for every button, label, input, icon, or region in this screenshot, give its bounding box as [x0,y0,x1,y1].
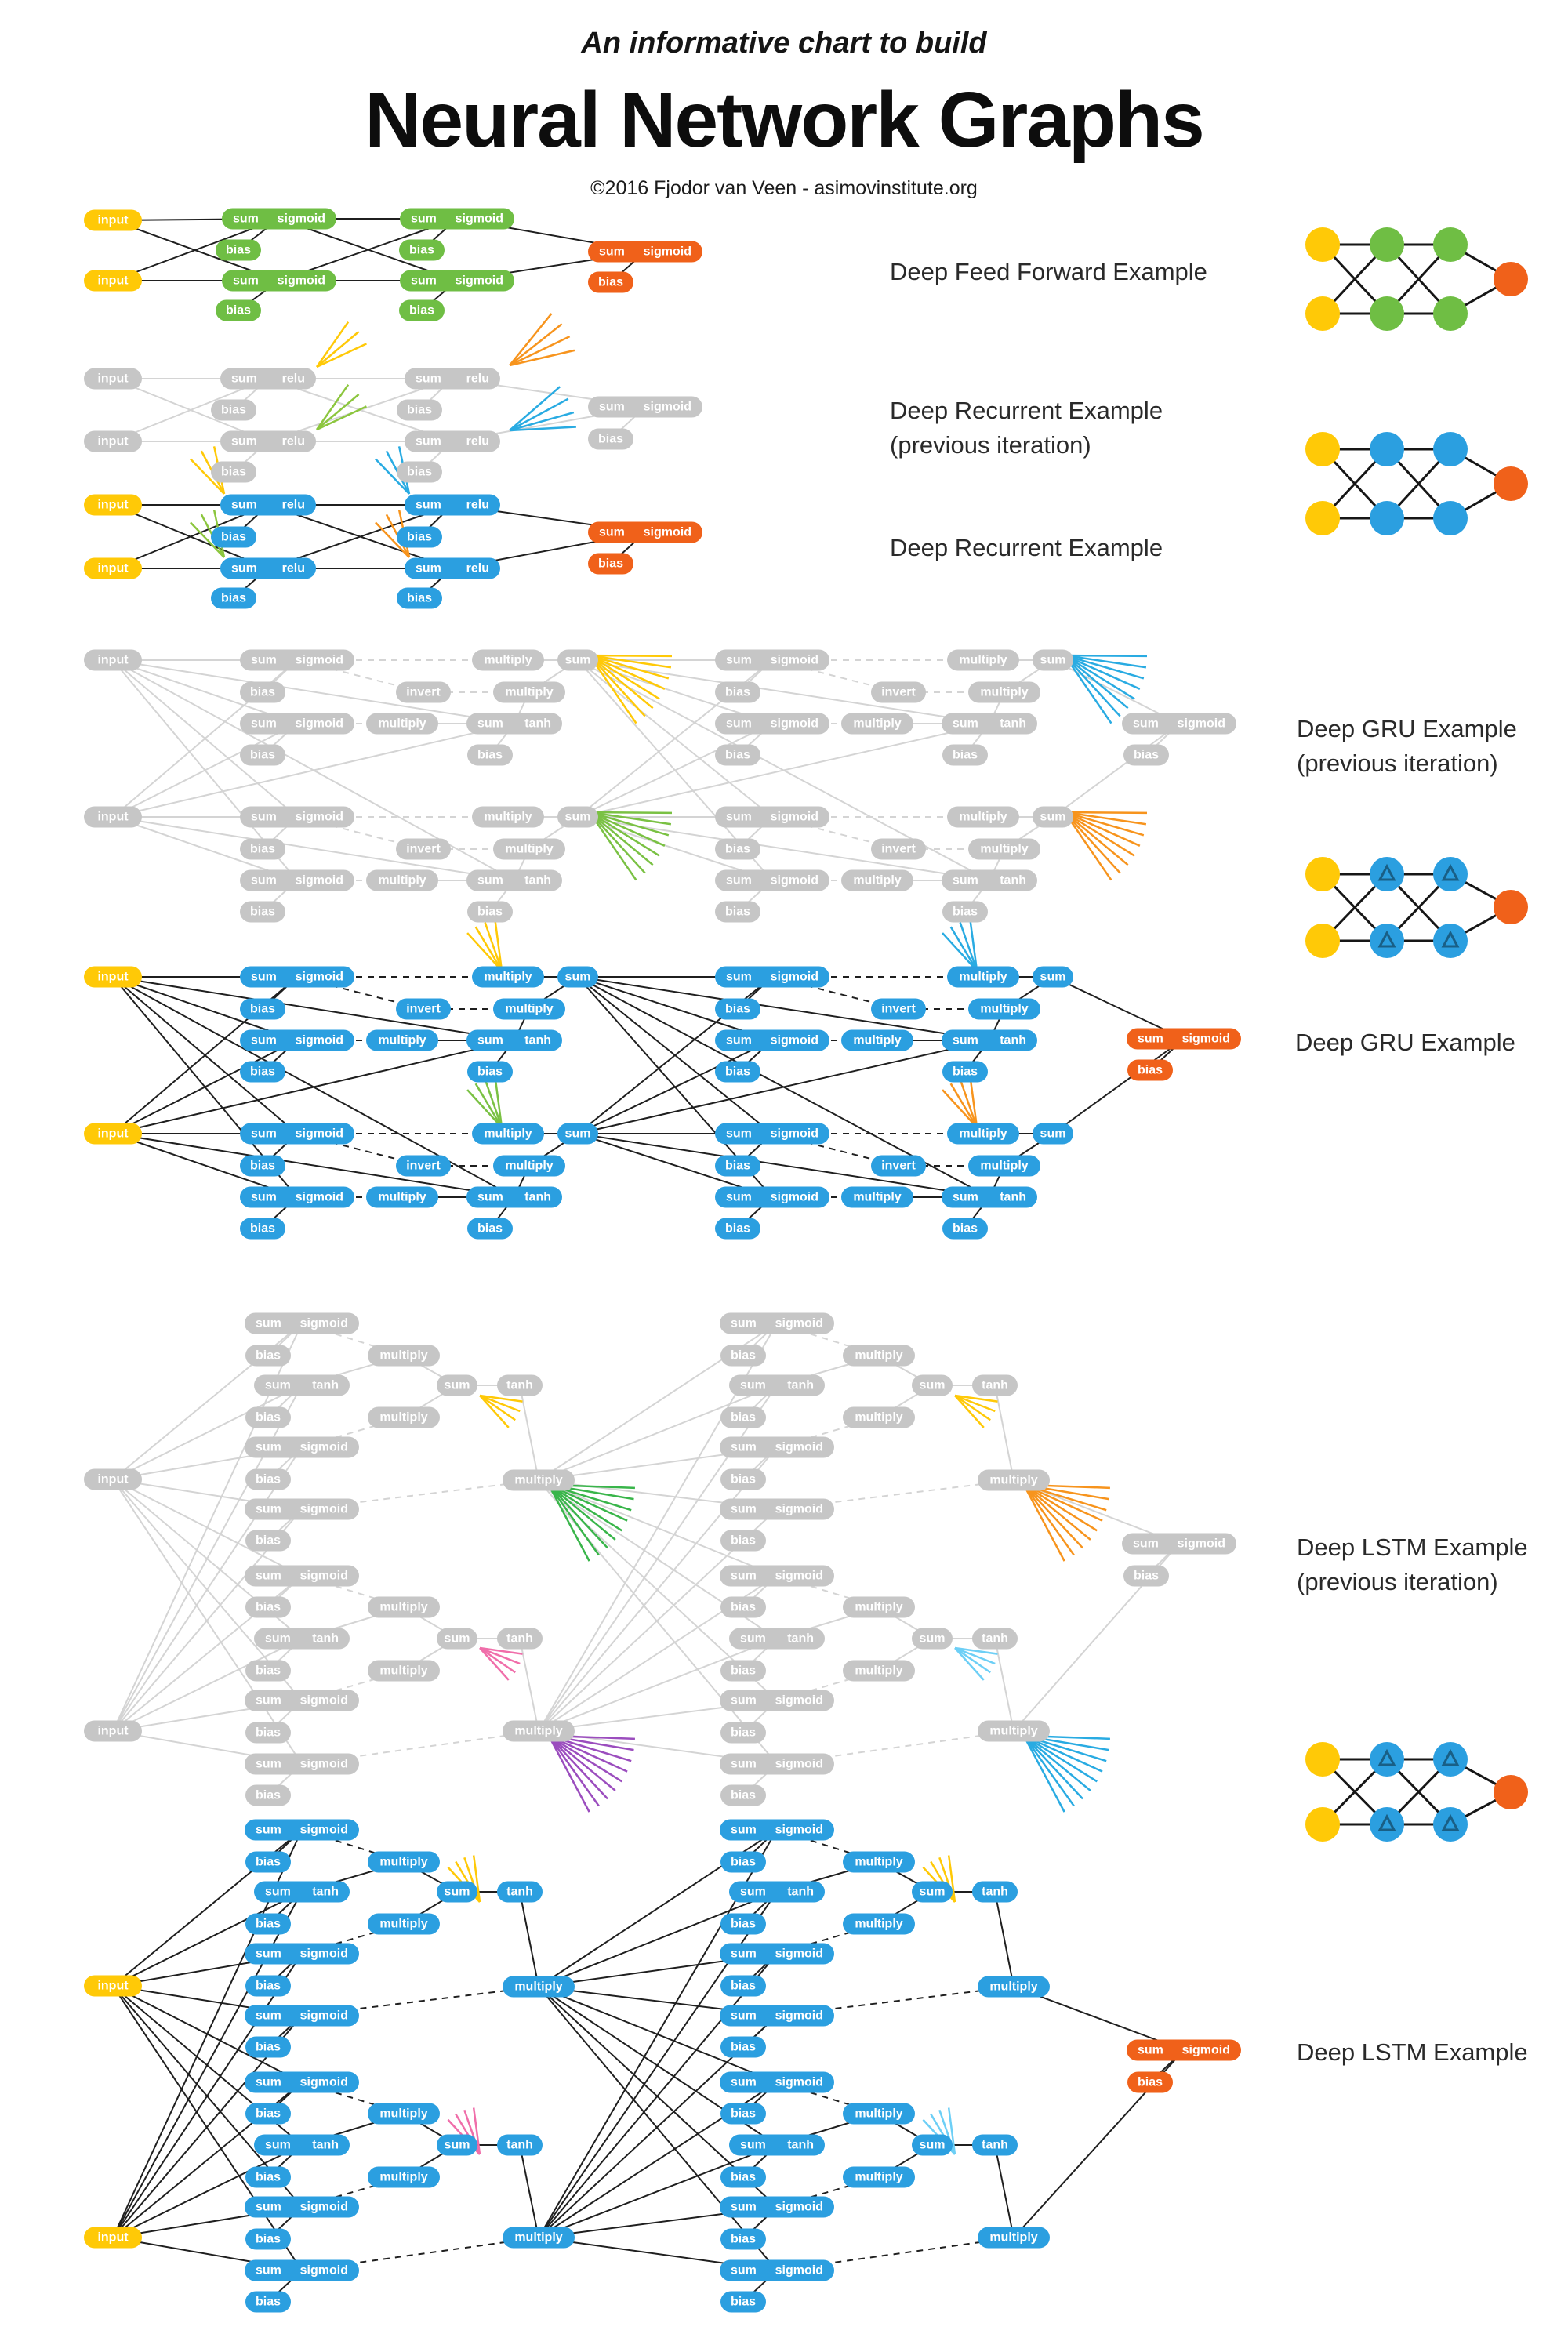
icon-neuron [1305,857,1340,891]
icon-neuron [1370,857,1404,891]
icon-neuron [1433,857,1468,891]
gated-cell-triangle-icon [1377,930,1396,948]
icon-neuron [1433,1807,1468,1842]
icon-neuron [1370,1807,1404,1842]
gated-cell-triangle-icon [1441,930,1460,948]
gated-cell-triangle-icon [1377,1748,1396,1766]
icon-neuron [1370,432,1404,466]
mini-network-icon-feed-forward [1305,227,1528,331]
icon-neuron [1494,466,1528,501]
icon-neuron [1305,1807,1340,1842]
icon-neuron [1370,227,1404,262]
credit-line: ©2016 Fjodor van Veen - asimovinstitute.… [590,177,978,199]
mini-network-icon-lstm [1305,1742,1528,1842]
chart-subtitle: An informative chart to build [581,27,987,60]
icon-neuron [1433,296,1468,331]
chart-title: Neural Network Graphs [365,76,1204,164]
icon-neuron [1433,227,1468,262]
icon-neuron [1433,1742,1468,1777]
icon-neuron [1305,501,1340,535]
mini-network-icon-gru [1305,857,1528,958]
icon-neuron [1305,924,1340,958]
icon-neuron [1370,1742,1404,1777]
icon-neuron [1370,501,1404,535]
mini-network-icon-recurrent [1305,432,1528,535]
icon-neuron [1305,296,1340,331]
icon-neuron [1433,924,1468,958]
icon-neuron [1433,432,1468,466]
icon-neuron [1305,227,1340,262]
icon-neuron [1494,890,1528,924]
icon-neuron [1370,924,1404,958]
gated-cell-triangle-icon [1377,1813,1396,1831]
icon-neuron [1305,1742,1340,1777]
gated-cell-triangle-icon [1377,863,1396,881]
gated-cell-triangle-icon [1441,863,1460,881]
icon-neuron [1494,262,1528,296]
icon-neuron [1494,1775,1528,1809]
icon-neuron [1370,296,1404,331]
gated-cell-triangle-icon [1441,1748,1460,1766]
icon-neuron [1305,432,1340,466]
gated-cell-triangle-icon [1441,1813,1460,1831]
icon-neuron [1433,501,1468,535]
